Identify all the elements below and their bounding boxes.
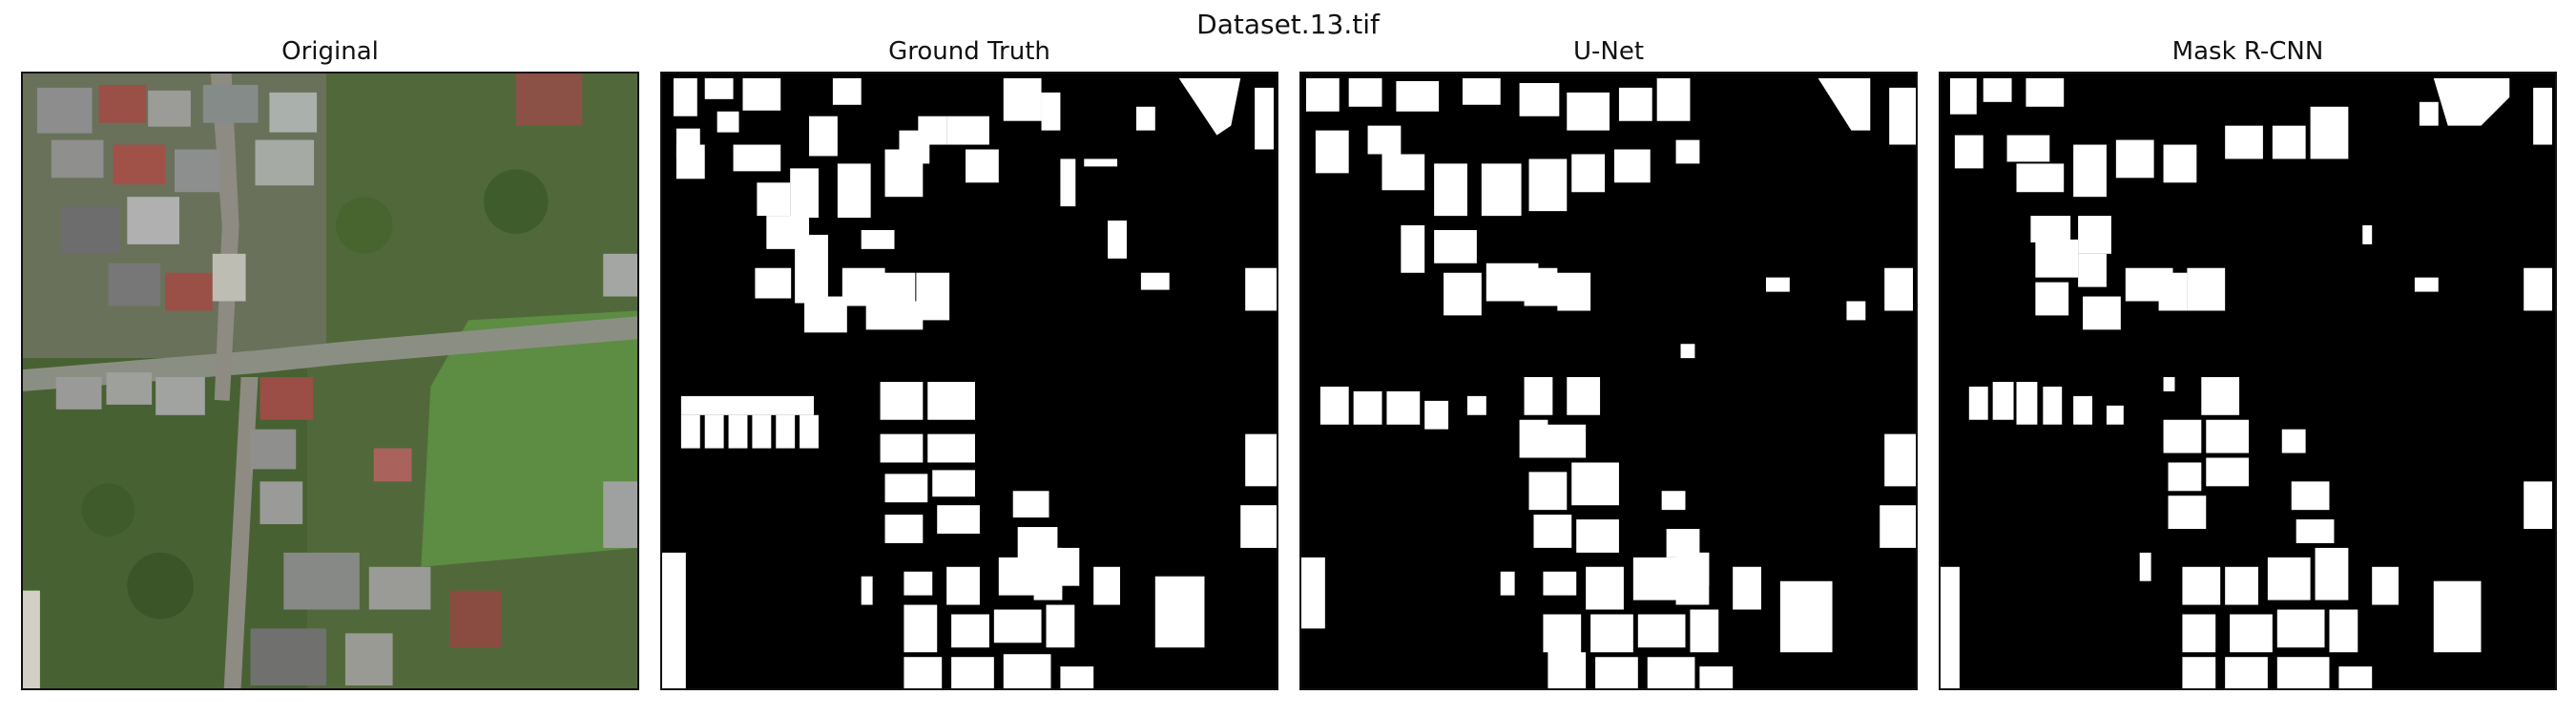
unet-mask — [1301, 74, 1916, 688]
roof-gray — [175, 149, 220, 193]
panel-title-ground-truth: Ground Truth — [888, 37, 1050, 66]
building-masks — [662, 77, 1277, 688]
panel-title-original: Original — [281, 37, 379, 66]
roof-gray — [212, 253, 246, 302]
aerial-image — [23, 74, 637, 688]
roof-red — [98, 84, 147, 123]
roof-gray — [60, 206, 120, 254]
roof-red — [165, 272, 213, 311]
roof-gray — [156, 377, 205, 415]
ground-truth-mask — [662, 74, 1277, 688]
roof-gray — [106, 372, 153, 405]
sports-field — [421, 310, 637, 567]
roof-gray — [250, 628, 327, 686]
unet-panel — [1299, 72, 1918, 690]
main-road — [23, 316, 637, 391]
roof-gray — [255, 139, 315, 186]
roof-red — [449, 590, 502, 648]
roof-gray — [368, 566, 431, 610]
roof-gray — [127, 197, 179, 244]
roof-gray — [202, 84, 259, 123]
building-masks — [1301, 77, 1916, 688]
roof-red — [373, 448, 412, 482]
roof-gray — [108, 263, 161, 306]
building-masks — [1941, 77, 2553, 688]
panel-title-mask-rcnn: Mask R-CNN — [2171, 37, 2324, 66]
tree-canopy — [127, 552, 194, 620]
roof-gray — [269, 92, 318, 133]
mask-rcnn-panel — [1939, 72, 2557, 690]
roof-gray — [36, 87, 93, 134]
roof-gray — [55, 377, 102, 410]
ground-truth-panel — [660, 72, 1278, 690]
tree-canopy — [81, 483, 135, 537]
roof-gray — [603, 253, 637, 297]
roof-gray — [603, 481, 637, 548]
roof-gray — [283, 552, 360, 610]
roof-gray — [250, 429, 297, 470]
mask-rcnn-mask — [1941, 74, 2555, 688]
roof-gray — [260, 481, 303, 525]
roof-gray — [51, 139, 104, 179]
roof-light — [23, 590, 40, 688]
roof-gray — [344, 633, 393, 686]
roof-red — [515, 74, 583, 126]
tree-canopy — [484, 169, 549, 234]
original-image-panel — [21, 72, 639, 690]
roof-red — [260, 377, 314, 420]
roof-red — [113, 144, 166, 185]
roof-gray — [148, 90, 191, 127]
tree-canopy — [335, 197, 393, 254]
figure-title: Dataset.13.tif — [1196, 9, 1380, 40]
panel-title-unet: U-Net — [1572, 37, 1645, 66]
southern-lane — [223, 377, 259, 688]
